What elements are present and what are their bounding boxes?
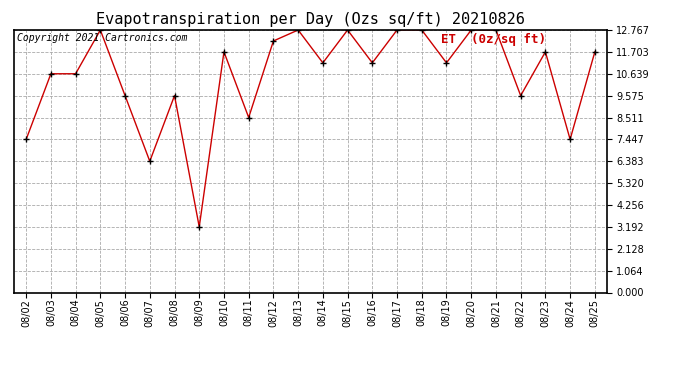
Text: ET  (0z/sq ft): ET (0z/sq ft): [441, 33, 546, 46]
Text: Copyright 2021 Cartronics.com: Copyright 2021 Cartronics.com: [17, 33, 187, 43]
Title: Evapotranspiration per Day (Ozs sq/ft) 20210826: Evapotranspiration per Day (Ozs sq/ft) 2…: [96, 12, 525, 27]
